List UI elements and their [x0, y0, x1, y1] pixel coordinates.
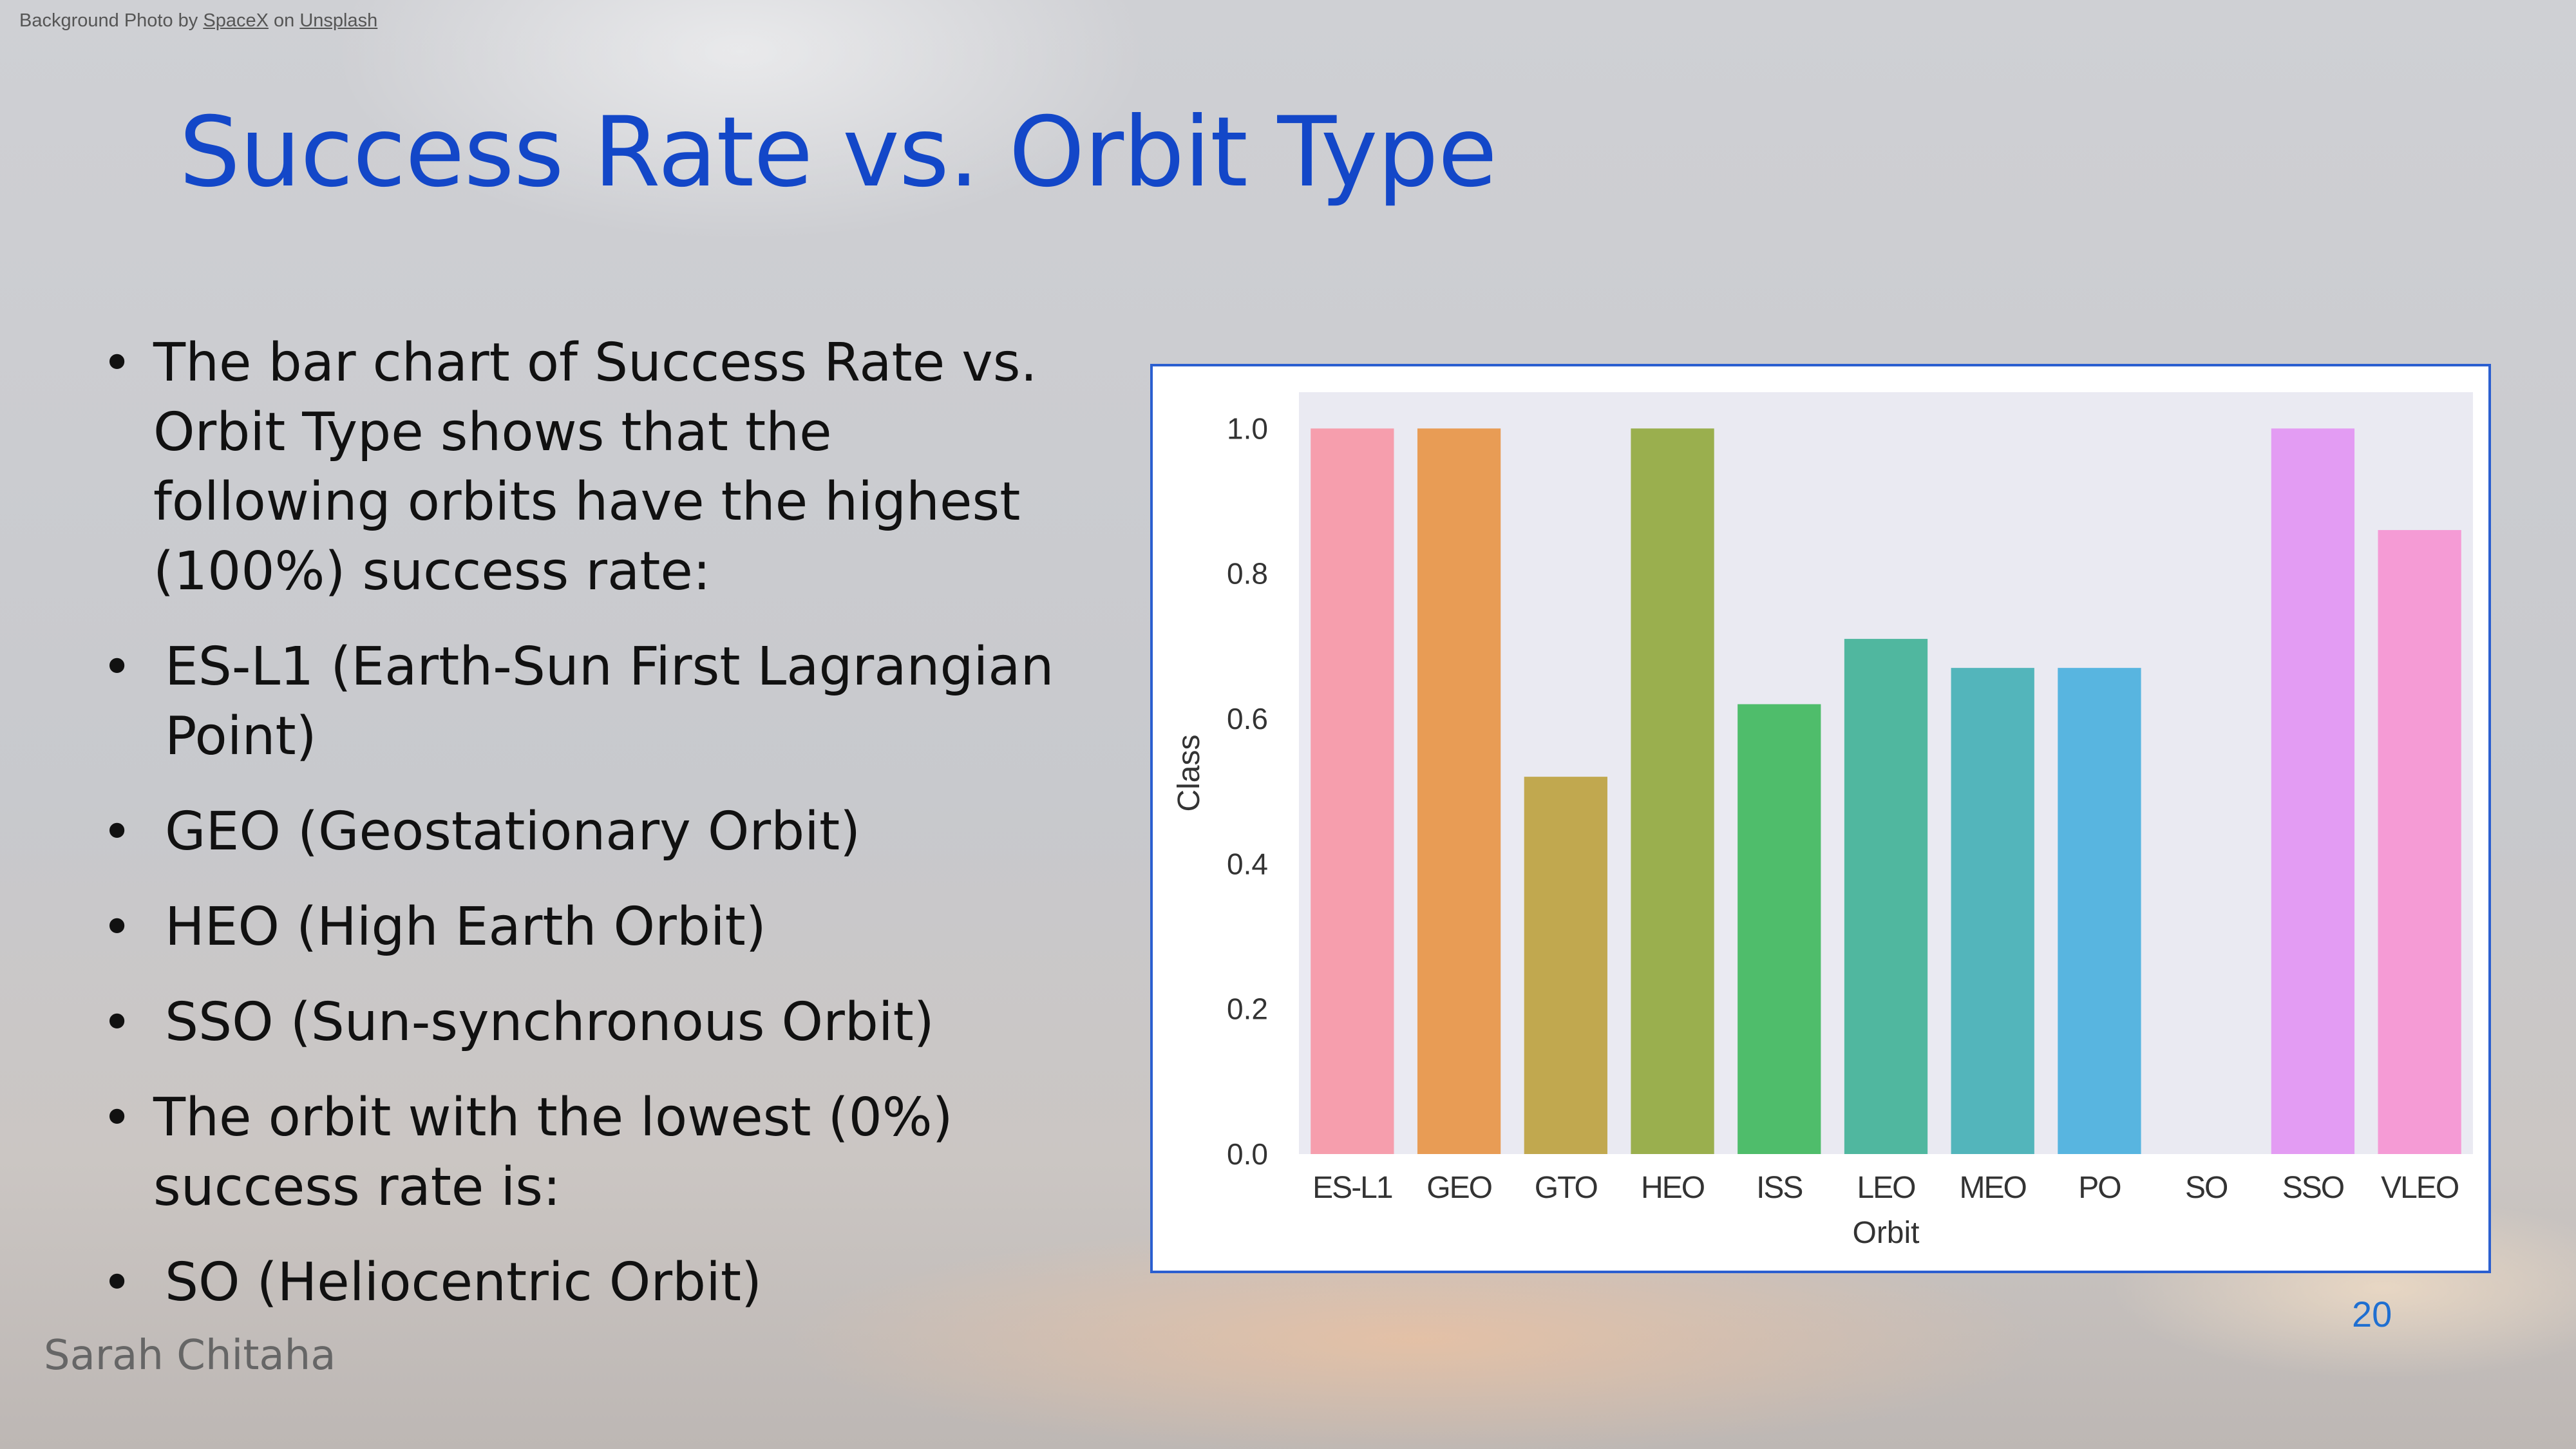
- y-tick-label: 0.4: [1227, 847, 1268, 880]
- bar-geo: [1417, 428, 1501, 1155]
- bar-gto: [1524, 777, 1607, 1154]
- x-tick-label: HEO: [1641, 1171, 1705, 1205]
- credit-prefix: Background Photo by: [19, 10, 198, 31]
- bar-chart-frame: 0.0 0.2 0.4 0.6 0.8 1.0 ES-L1 GEO GTO HEO ISS LEO ME…: [1150, 364, 2491, 1273]
- credit-author-link[interactable]: SpaceX: [203, 10, 269, 31]
- bar-leo: [1844, 639, 1928, 1154]
- bullet-list: The bar chart of Success Rate vs. Orbit …: [97, 328, 1075, 1343]
- x-tick-label: VLEO: [2381, 1171, 2459, 1205]
- bar-es-l1: [1311, 428, 1394, 1155]
- slide-title: Success Rate vs. Orbit Type: [179, 97, 1497, 209]
- bar-meo: [1951, 668, 2034, 1154]
- bar-vleo: [2378, 530, 2461, 1154]
- bullet-item-sub: SO (Heliocentric Orbit): [97, 1248, 1075, 1318]
- x-tick-label: GEO: [1426, 1171, 1492, 1205]
- x-tick-label: PO: [2078, 1171, 2121, 1205]
- x-tick-label: MEO: [1960, 1171, 2027, 1205]
- bullet-item-sub: GEO (Geostationary Orbit): [97, 797, 1075, 867]
- x-tick-label: GTO: [1535, 1171, 1598, 1205]
- bullet-item: The bar chart of Success Rate vs. Orbit …: [97, 328, 1075, 607]
- x-tick-label: SSO: [2282, 1171, 2344, 1205]
- x-tick-label: ISS: [1756, 1171, 1802, 1205]
- bullet-item-sub: HEO (High Earth Orbit): [97, 893, 1075, 962]
- page-number: 20: [2352, 1294, 2392, 1334]
- x-axis-label: Orbit: [1852, 1216, 1919, 1250]
- bullet-item-sub: SSO (Sun-synchronous Orbit): [97, 988, 1075, 1057]
- credit-site-link[interactable]: Unsplash: [299, 10, 378, 31]
- bar-po: [2058, 668, 2141, 1154]
- x-tick-label: ES-L1: [1312, 1171, 1392, 1205]
- bar-chart: 0.0 0.2 0.4 0.6 0.8 1.0 ES-L1 GEO GTO HEO ISS LEO ME…: [1172, 392, 2473, 1250]
- x-tick-label: LEO: [1857, 1171, 1915, 1205]
- y-tick-label: 0.0: [1227, 1137, 1268, 1171]
- author-name: Sarah Chitaha: [44, 1332, 336, 1379]
- bar-heo: [1631, 428, 1714, 1155]
- y-tick-label: 0.6: [1227, 702, 1268, 735]
- y-tick-label: 0.2: [1227, 992, 1268, 1026]
- x-tick-label: SO: [2185, 1171, 2228, 1205]
- photo-credit: Background Photo by SpaceX on Unsplash: [19, 10, 377, 32]
- bar-sso: [2271, 428, 2355, 1155]
- y-tick-label: 0.8: [1227, 557, 1268, 591]
- bullet-item: The orbit with the lowest (0%) success r…: [97, 1083, 1075, 1222]
- credit-on: on: [274, 10, 295, 31]
- bullet-item-sub: ES-L1 (Earth-Sun First Lagrangian Point): [97, 632, 1075, 772]
- bar-iss: [1738, 704, 1821, 1154]
- y-axis-label: Class: [1172, 734, 1206, 811]
- y-tick-label: 1.0: [1227, 412, 1268, 445]
